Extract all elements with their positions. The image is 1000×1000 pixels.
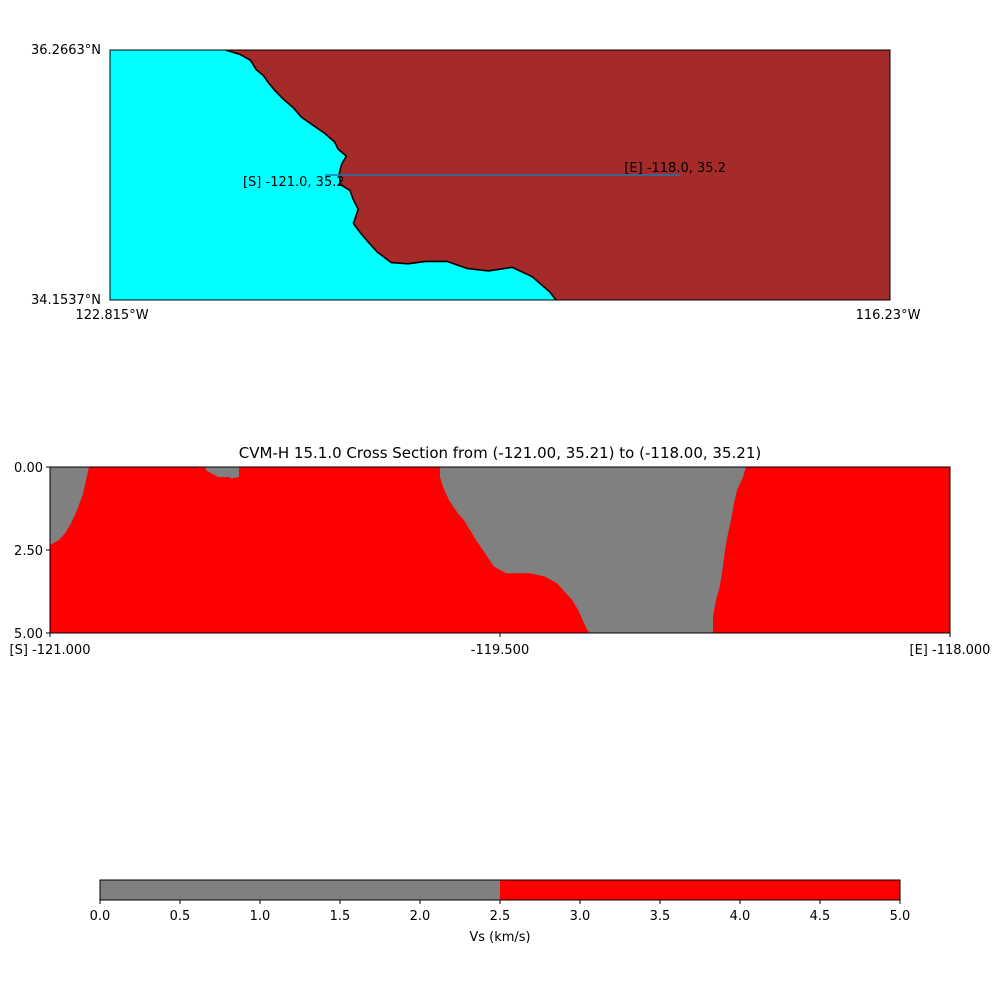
y-tick-label: 2.50 bbox=[14, 544, 43, 559]
colorbar-tick-label: 5.0 bbox=[890, 909, 911, 924]
colorbar-tick-label: 2.5 bbox=[490, 909, 511, 924]
colorbar-tick-label: 4.5 bbox=[810, 909, 831, 924]
cross-section-title: CVM-H 15.1.0 Cross Section from (-121.00… bbox=[239, 444, 761, 462]
lon-right-label: 116.23°W bbox=[856, 308, 921, 323]
colorbar: 0.0 0.5 1.0 1.5 2.0 2.5 3.0 3.5 4.0 4.5 5.0 Vs (km… bbox=[90, 879, 911, 945]
colorbar-bins bbox=[100, 880, 900, 900]
y-axis: 0.00 2.50 5.00 bbox=[14, 461, 50, 642]
end-point-label: [E] -118.0, 35.2 bbox=[624, 161, 726, 176]
colorbar-tick-label: 3.5 bbox=[650, 909, 671, 924]
colorbar-label: Vs (km/s) bbox=[469, 930, 530, 945]
map-panel: [S] -121.0, 35.2 [E] -118.0, 35.2 36.266… bbox=[31, 43, 921, 323]
lat-bottom-label: 34.1537°N bbox=[31, 293, 101, 308]
colorbar-tick-label: 0.0 bbox=[90, 909, 111, 924]
lon-left-label: 122.815°W bbox=[75, 308, 148, 323]
colorbar-tick-label: 1.5 bbox=[330, 909, 351, 924]
colorbar-tick-label: 0.5 bbox=[170, 909, 191, 924]
low-velocity-region-2 bbox=[206, 467, 239, 479]
low-velocity-region-3 bbox=[440, 467, 746, 633]
low-velocity-regions bbox=[50, 467, 746, 633]
colorbar-tick-label: 2.0 bbox=[410, 909, 431, 924]
map-coastline bbox=[225, 49, 557, 301]
colorbar-tick-label: 3.0 bbox=[570, 909, 591, 924]
y-tick-label: 0.00 bbox=[14, 461, 43, 476]
x-axis: [S] -121.000 -119.500 [E] -118.000 bbox=[10, 633, 991, 658]
start-point-label: [S] -121.0, 35.2 bbox=[243, 175, 345, 190]
map-frame bbox=[109, 49, 891, 301]
x-tick-label: [E] -118.000 bbox=[910, 643, 991, 658]
colorbar-bin-1 bbox=[100, 880, 500, 900]
colorbar-tick-label: 4.0 bbox=[730, 909, 751, 924]
cross-section-panel: CVM-H 15.1.0 Cross Section from (-121.00… bbox=[10, 444, 991, 658]
x-tick-label: -119.500 bbox=[471, 643, 529, 658]
low-velocity-region-1 bbox=[50, 467, 89, 545]
colorbar-bin-2 bbox=[500, 880, 900, 900]
x-tick-label: [S] -121.000 bbox=[10, 643, 91, 658]
colorbar-ticks: 0.0 0.5 1.0 1.5 2.0 2.5 3.0 3.5 4.0 4.5 5.0 bbox=[90, 900, 911, 924]
colorbar-tick-label: 1.0 bbox=[250, 909, 271, 924]
lat-top-label: 36.2663°N bbox=[31, 43, 101, 58]
y-tick-label: 5.00 bbox=[14, 627, 43, 642]
